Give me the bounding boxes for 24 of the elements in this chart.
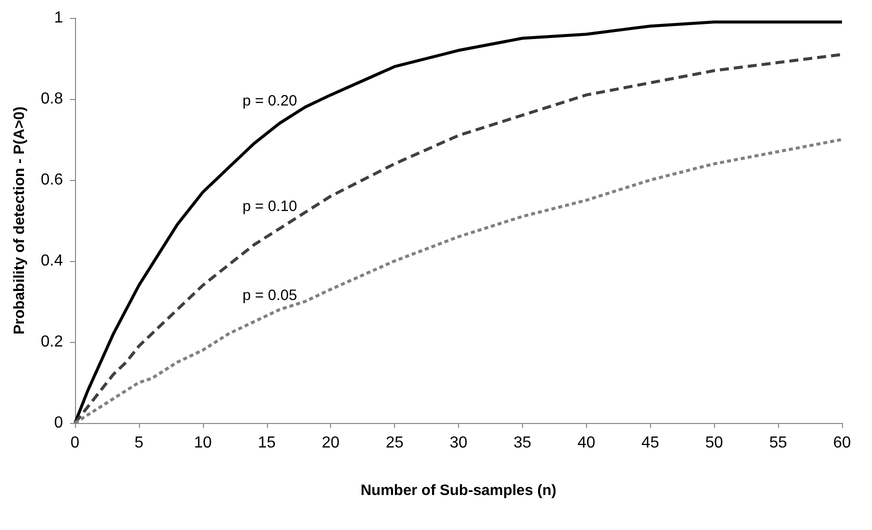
y-tick-label: 0	[54, 414, 64, 432]
x-tick-label: 40	[577, 434, 596, 452]
series-label: p = 0.05	[242, 287, 298, 304]
x-tick-label: 0	[70, 434, 80, 452]
x-tick-label: 10	[194, 434, 212, 452]
y-tick-label: 0.6	[40, 172, 64, 188]
x-tick-label: 25	[386, 434, 404, 452]
x-tick-label: 15	[258, 434, 276, 452]
x-tick-label: 55	[769, 434, 788, 452]
series-label: p = 0.10	[242, 198, 298, 215]
x-axis-title: Number of Sub-samples (n)	[360, 482, 556, 499]
x-tick-label: 20	[322, 434, 340, 452]
y-tick-label: 0.4	[40, 252, 64, 270]
y-tick-label: 0.8	[40, 90, 64, 108]
x-tick-label: 30	[450, 434, 468, 452]
x-tick-label: 45	[641, 434, 660, 452]
x-tick-label: 5	[134, 434, 144, 452]
x-tick-label: 35	[514, 434, 532, 452]
y-tick-label: 0.2	[40, 334, 64, 350]
y-axis-title: Probability of detection - P(A>0)	[11, 106, 28, 334]
x-tick-label: 50	[705, 434, 724, 452]
y-tick-label: 1	[54, 10, 64, 26]
x-tick-label: 60	[833, 434, 851, 452]
series-label: p = 0.20	[242, 92, 298, 110]
